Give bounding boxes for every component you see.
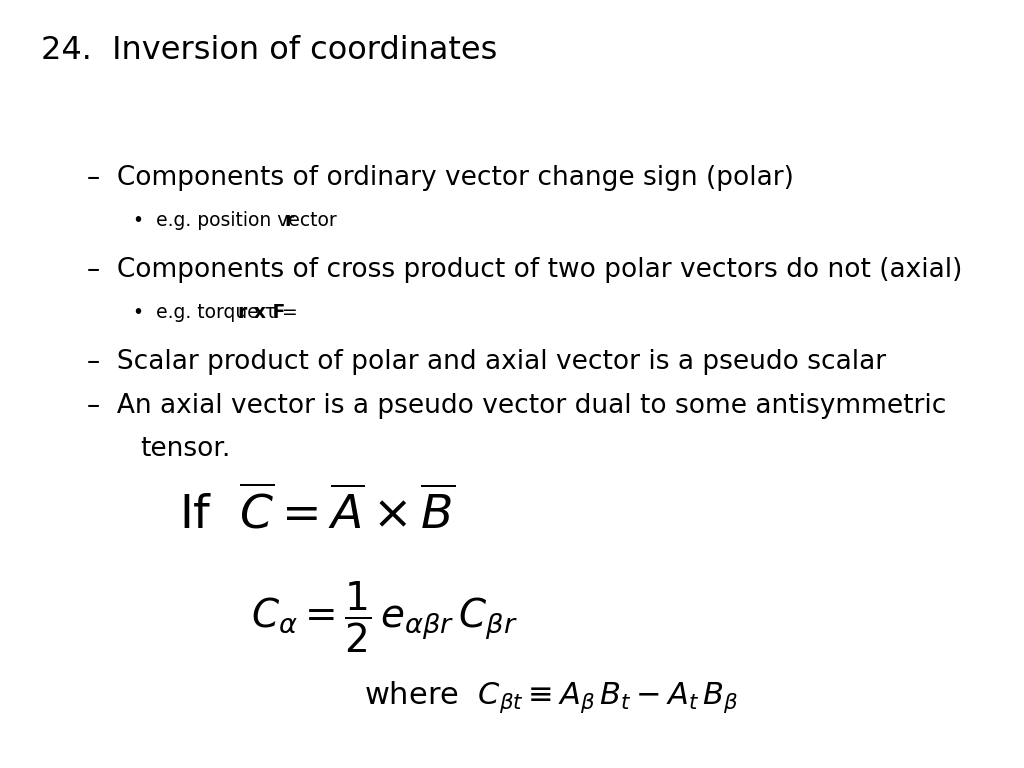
Text: 24.  Inversion of coordinates: 24. Inversion of coordinates [41,35,498,65]
Text: –  Scalar product of polar and axial vector is a pseudo scalar: – Scalar product of polar and axial vect… [87,349,886,376]
Text: $C_{\alpha} = \dfrac{1}{2}\, e_{\alpha\beta r}\, C_{\beta r}$: $C_{\alpha} = \dfrac{1}{2}\, e_{\alpha\b… [251,580,517,655]
Text: tensor.: tensor. [140,436,230,462]
Text: r x F: r x F [238,303,286,323]
Text: •  e.g. position vector: • e.g. position vector [133,211,343,230]
Text: •  e.g. torque τ =: • e.g. torque τ = [133,303,304,323]
Text: where  $C_{\beta t} \equiv A_{\beta}\, B_{t} - A_{t}\, B_{\beta}$: where $C_{\beta t} \equiv A_{\beta}\, B_… [364,680,737,715]
Text: –  Components of cross product of two polar vectors do not (axial): – Components of cross product of two pol… [87,257,963,283]
Text: –  Components of ordinary vector change sign (polar): – Components of ordinary vector change s… [87,165,794,191]
Text: –  An axial vector is a pseudo vector dual to some antisymmetric: – An axial vector is a pseudo vector dua… [87,393,946,419]
Text: If  $\overline{C} = \overline{A} \times \overline{B}$: If $\overline{C} = \overline{A} \times \… [179,488,456,539]
Text: r: r [285,211,294,230]
